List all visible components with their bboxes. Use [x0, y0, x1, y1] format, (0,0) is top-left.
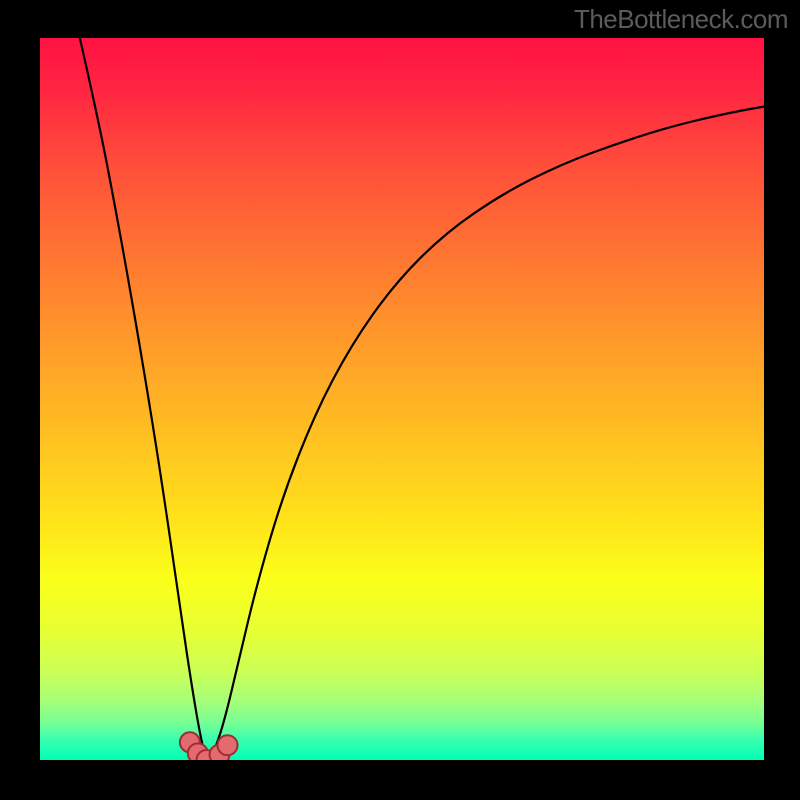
bottleneck-performance-chart [0, 0, 800, 800]
chart-stage: TheBottleneck.com [0, 0, 800, 800]
optimum-marker [218, 735, 238, 755]
